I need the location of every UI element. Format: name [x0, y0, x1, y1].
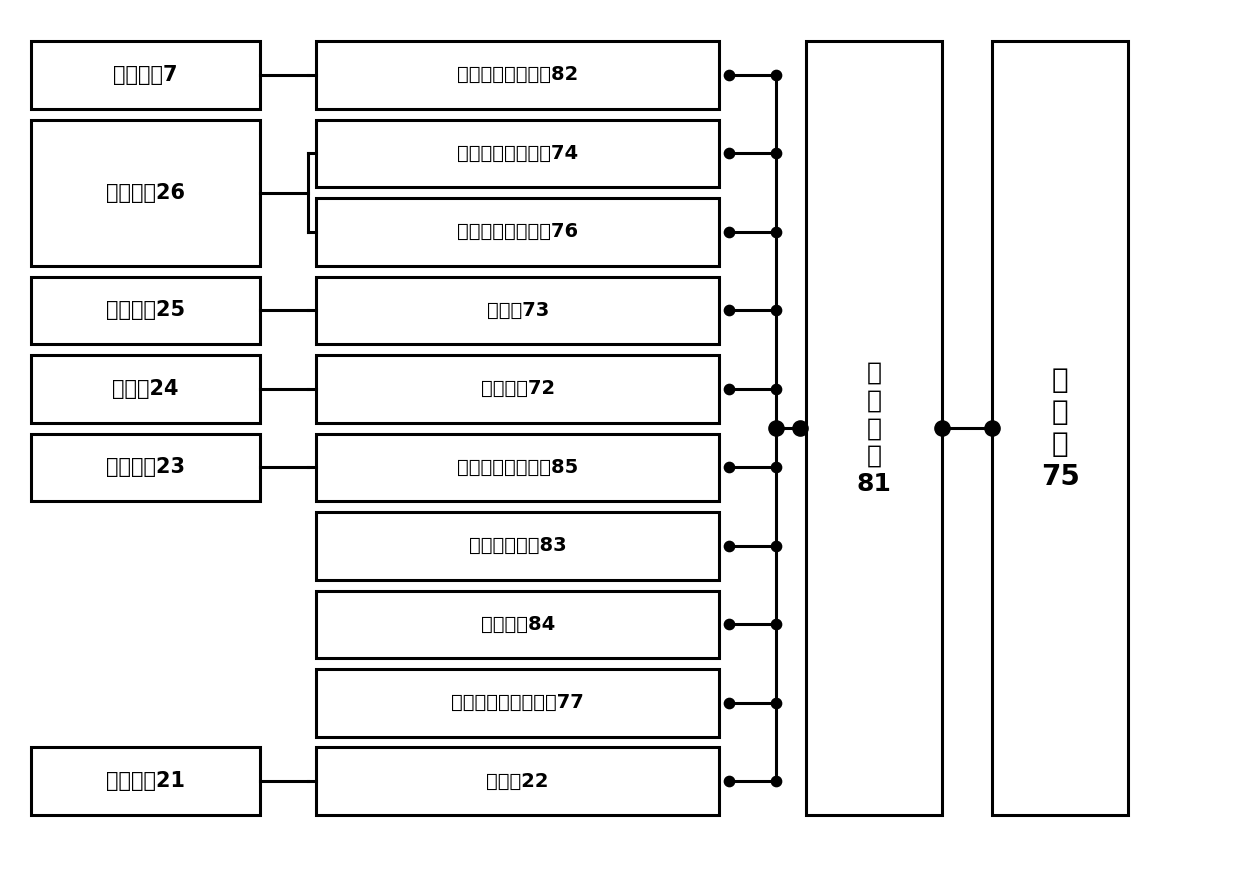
Bar	[316, 591, 719, 658]
Text: 行走机构26: 行走机构26	[107, 183, 185, 202]
Bar	[31, 41, 260, 109]
Point	[719, 68, 739, 82]
Point	[719, 146, 739, 161]
Text: 发电机构21: 发电机构21	[107, 772, 185, 791]
Text: 蓄电池22: 蓄电池22	[486, 772, 549, 791]
Bar	[316, 669, 719, 737]
Bar	[316, 41, 719, 109]
Bar	[31, 120, 260, 266]
Point	[766, 146, 786, 161]
Bar	[31, 277, 260, 344]
Point	[766, 539, 786, 553]
Point	[719, 460, 739, 475]
Point	[719, 225, 739, 239]
Point	[766, 617, 786, 632]
Point	[766, 696, 786, 710]
Bar	[316, 747, 719, 815]
Bar	[316, 512, 719, 580]
Point	[790, 421, 810, 435]
Bar	[31, 747, 260, 815]
Bar	[316, 198, 719, 266]
Point	[766, 382, 786, 396]
Point	[766, 225, 786, 239]
Text: 无线通信模块83: 无线通信模块83	[469, 536, 567, 556]
Text: 触
摸
屏
75: 触 摸 屏 75	[1040, 366, 1080, 491]
Point	[719, 539, 739, 553]
Text: 驱动电机控制电路85: 驱动电机控制电路85	[458, 458, 578, 477]
Bar	[316, 277, 719, 344]
Text: 驱动电机控制按钮74: 驱动电机控制按钮74	[458, 144, 578, 163]
Point	[932, 421, 952, 435]
Text: 收放缆长度获取模块77: 收放缆长度获取模块77	[451, 693, 584, 713]
Point	[766, 303, 786, 318]
Point	[766, 421, 786, 435]
Point	[719, 303, 739, 318]
Point	[766, 460, 786, 475]
Text: 支承电机控制电路82: 支承电机控制电路82	[458, 65, 578, 85]
Bar	[31, 434, 260, 501]
Text: 定位模块84: 定位模块84	[481, 615, 554, 634]
Bar	[31, 355, 260, 423]
Point	[982, 421, 1002, 435]
Bar	[806, 41, 942, 815]
Bar	[316, 434, 719, 501]
Point	[719, 382, 739, 396]
Point	[719, 617, 739, 632]
Text: 通信天线72: 通信天线72	[481, 379, 554, 399]
Text: 驱动电机23: 驱动电机23	[107, 458, 185, 477]
Point	[719, 696, 739, 710]
Point	[766, 68, 786, 82]
Text: 减速机24: 减速机24	[113, 379, 179, 399]
Bar	[316, 120, 719, 187]
Text: 微
控
制
器
81: 微 控 制 器 81	[857, 360, 892, 496]
Point	[766, 774, 786, 789]
Text: 传动机构25: 传动机构25	[107, 301, 185, 320]
Text: 支撑组件7: 支撑组件7	[113, 65, 179, 85]
Bar	[992, 41, 1128, 815]
Text: 摄像头73: 摄像头73	[486, 301, 549, 320]
Point	[719, 774, 739, 789]
Text: 支承电机控制按钮76: 支承电机控制按钮76	[458, 222, 578, 242]
Bar	[316, 355, 719, 423]
